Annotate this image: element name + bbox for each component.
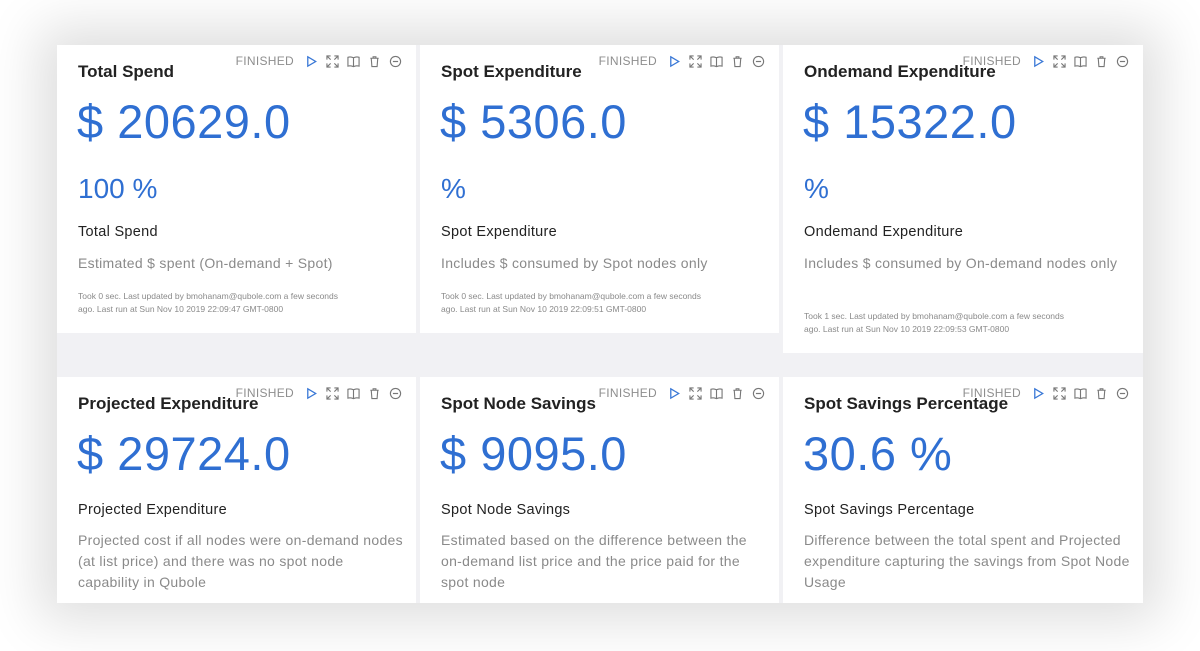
book-icon[interactable] (1073, 386, 1087, 400)
run-info-line: ago. Last run at Sun Nov 10 2019 22:09:5… (441, 304, 647, 314)
book-icon[interactable] (1073, 54, 1087, 68)
run-info: Took 0 sec. Last updated by bmohanam@qub… (78, 290, 338, 316)
card-spot-savings-percentage: Spot Savings Percentage FINISHED 30.6 % … (783, 377, 1143, 603)
card-title: Total Spend (78, 62, 175, 81)
card-toolbar: FINISHED (236, 54, 402, 68)
metric-label: Total Spend (78, 224, 158, 240)
card-title: Spot Expenditure (441, 62, 582, 81)
card-toolbar: FINISHED (963, 54, 1129, 68)
trash-icon[interactable] (367, 54, 381, 68)
metric-label: Projected Expenditure (78, 502, 227, 518)
expand-icon[interactable] (1052, 54, 1066, 68)
book-icon[interactable] (709, 386, 723, 400)
status-label: FINISHED (235, 386, 294, 400)
metric-percent: 100 % (78, 173, 158, 204)
run-info-line: ago. Last run at Sun Nov 10 2019 22:09:4… (78, 304, 284, 314)
card-toolbar: FINISHED (236, 386, 402, 400)
play-icon[interactable] (304, 54, 318, 68)
card-projected-expenditure: Projected Expenditure FINISHED $ 29724.0… (57, 377, 416, 603)
status-label: FINISHED (235, 54, 294, 68)
expand-icon[interactable] (688, 54, 702, 68)
card-title: Projected Expenditure (78, 394, 259, 413)
status-label: FINISHED (962, 386, 1021, 400)
dashboard-grid: FINISHED Total Spend $ 20629.0 100 % Tot… (57, 45, 1143, 603)
play-icon[interactable] (667, 386, 681, 400)
play-icon[interactable] (1031, 386, 1045, 400)
card-title: Spot Node Savings (441, 394, 596, 413)
metric-value: $ 29724.0 (77, 427, 291, 480)
run-info: Took 0 sec. Last updated by bmohanam@qub… (441, 290, 701, 316)
play-icon[interactable] (1031, 54, 1045, 68)
minus-circle-icon[interactable] (1115, 386, 1129, 400)
expand-icon[interactable] (1052, 386, 1066, 400)
status-label: FINISHED (598, 386, 657, 400)
metric-description: Estimated based on the difference betwee… (441, 532, 747, 590)
metric-description: Estimated $ spent (On-demand + Spot) (78, 255, 333, 271)
trash-icon[interactable] (1094, 54, 1108, 68)
minus-circle-icon[interactable] (1115, 54, 1129, 68)
card-title: Ondemand Expenditure (804, 62, 996, 81)
metric-percent: % (441, 173, 466, 204)
metric-description: Includes $ consumed by Spot nodes only (441, 255, 708, 271)
metric-value: $ 15322.0 (803, 95, 1017, 148)
run-info-line: Took 1 sec. Last updated by bmohanam@qub… (804, 311, 1065, 321)
metric-label: Spot Expenditure (441, 224, 558, 240)
metric-description: Includes $ consumed by On-demand nodes o… (804, 255, 1118, 271)
run-info-line: ago. Last run at Sun Nov 10 2019 22:09:5… (804, 324, 1010, 334)
play-icon[interactable] (304, 386, 318, 400)
trash-icon[interactable] (730, 386, 744, 400)
run-info-line: Took 0 sec. Last updated by bmohanam@qub… (441, 291, 702, 301)
card-title: Spot Savings Percentage (804, 394, 1009, 413)
trash-icon[interactable] (367, 386, 381, 400)
minus-circle-icon[interactable] (388, 54, 402, 68)
minus-circle-icon[interactable] (751, 386, 765, 400)
trash-icon[interactable] (1094, 386, 1108, 400)
status-label: FINISHED (598, 54, 657, 68)
metric-percent: % (804, 173, 829, 204)
book-icon[interactable] (346, 386, 360, 400)
metric-description: Difference between the total spent and P… (804, 532, 1130, 590)
card-ondemand-expenditure: Ondemand Expenditure FINISHED $ 15322.0 … (783, 45, 1143, 353)
status-label: FINISHED (962, 54, 1021, 68)
card-toolbar: FINISHED (599, 54, 765, 68)
run-info-line: Took 0 sec. Last updated by bmohanam@qub… (78, 291, 339, 301)
metric-label: Spot Savings Percentage (804, 502, 975, 518)
metric-label: Ondemand Expenditure (804, 224, 964, 240)
metric-value: $ 9095.0 (440, 427, 627, 480)
metric-value: 30.6 % (803, 427, 953, 480)
minus-circle-icon[interactable] (388, 386, 402, 400)
metric-value: $ 20629.0 (77, 95, 291, 148)
expand-icon[interactable] (688, 386, 702, 400)
minus-circle-icon[interactable] (751, 54, 765, 68)
card-toolbar: FINISHED (599, 386, 765, 400)
book-icon[interactable] (346, 54, 360, 68)
expand-icon[interactable] (325, 386, 339, 400)
run-info: Took 1 sec. Last updated by bmohanam@qub… (804, 310, 1064, 336)
trash-icon[interactable] (730, 54, 744, 68)
metric-description: Projected cost if all nodes were on-dema… (78, 532, 403, 590)
expand-icon[interactable] (325, 54, 339, 68)
card-spot-expenditure: FINISHED Spot Expenditure $ 5306.0 % Spo… (420, 45, 779, 333)
card-total-spend: FINISHED Total Spend $ 20629.0 100 % Tot… (57, 45, 416, 333)
book-icon[interactable] (709, 54, 723, 68)
metric-label: Spot Node Savings (441, 502, 571, 518)
card-spot-node-savings: FINISHED Spot Node Savings $ 9095.0 Spot… (420, 377, 779, 603)
metric-value: $ 5306.0 (440, 95, 627, 148)
play-icon[interactable] (667, 54, 681, 68)
card-toolbar: FINISHED (963, 386, 1129, 400)
